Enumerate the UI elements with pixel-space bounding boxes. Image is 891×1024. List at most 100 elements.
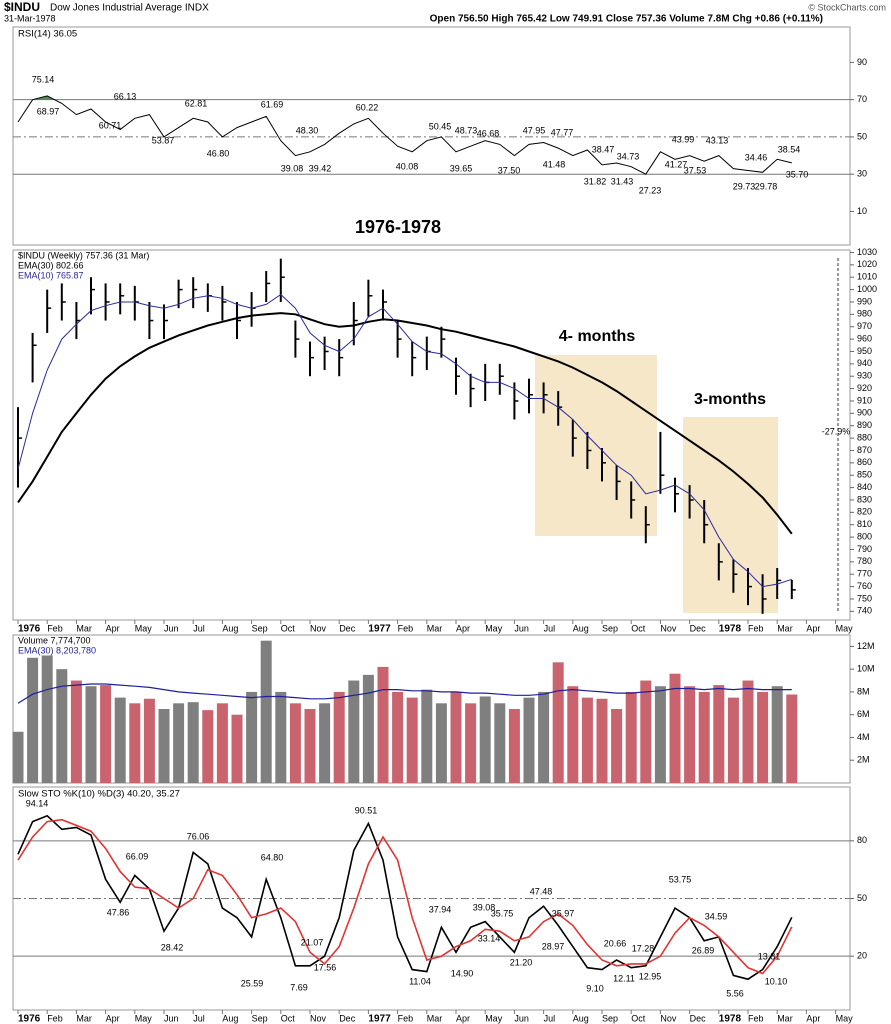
value-annotation: 34.59 [705,911,728,921]
x-tick-label: Mar [76,1013,92,1023]
x-tick-label: Dec [339,623,356,633]
y-tick-label: 80 [857,835,867,845]
volume-bar [538,691,550,783]
y-tick-label: 1010 [857,272,877,282]
y-tick-label: 8M [857,686,870,696]
volume-bar [611,709,623,783]
value-annotation: 47.77 [551,127,574,137]
value-annotation: 40.08 [396,161,419,171]
y-tick-label: 750 [857,593,872,603]
x-tick-label: May [836,1013,854,1023]
value-annotation: 47.86 [107,907,130,917]
panel-border [12,249,851,621]
value-annotation: 47.95 [523,125,546,135]
indicator-line [17,95,792,175]
value-annotation: 29.78 [755,181,778,191]
x-tick-label: Apr [106,1013,120,1023]
y-tick-label: 1000 [857,284,877,294]
panel-title: RSI(14) 36.05 [18,29,77,40]
x-tick-label: May [485,1013,503,1023]
value-annotation: 11.04 [409,976,431,986]
x-tick-label: Jun [164,1013,179,1023]
annotation: -27.9% [822,426,851,436]
value-annotation: 53.87 [152,135,175,145]
y-tick-label: 90 [857,57,867,67]
x-tick-label: Jul [193,1013,205,1023]
volume-bar [757,691,769,783]
volume-bar [41,655,53,783]
volume-bar [129,703,141,783]
x-tick-label: 1978 [719,1014,742,1024]
x-tick-label: 1978 [719,624,742,635]
value-annotation: 47.48 [530,886,553,896]
volume-bar [260,640,272,783]
value-annotation: 10.10 [765,976,788,986]
y-tick-label: 960 [857,333,872,343]
value-annotation: 60.22 [356,102,379,112]
y-tick-label: 830 [857,494,872,504]
x-tick-label: Dec [339,1013,356,1023]
volume-bar [479,696,491,783]
volume-bar [684,686,696,783]
value-annotation: 76.06 [187,831,210,841]
value-annotation: 48.73 [455,125,478,135]
y-tick-label: 6M [857,709,870,719]
x-tick-label: Feb [398,1013,414,1023]
volume-bar [275,691,287,783]
x-tick-label: Jun [164,623,179,633]
value-annotation: 21.07 [301,937,324,947]
y-tick-label: 800 [857,531,872,541]
y-tick-label: 20 [857,951,867,961]
value-annotation: 64.80 [261,852,284,862]
legend-entry: EMA(10) 765.87 [18,270,84,280]
volume-bar [362,674,374,783]
y-tick-label: 740 [857,606,872,616]
y-tick-label: 30 [857,169,867,179]
x-tick-label: Nov [310,1013,327,1023]
volume-bar [552,662,564,783]
volume-bar [377,666,389,783]
x-tick-label: Oct [281,623,296,633]
volume-bar [173,703,185,783]
y-tick-label: 10M [857,664,875,674]
y-tick-label: 790 [857,544,872,554]
x-tick-label: Feb [398,623,414,633]
volume-bar [435,703,447,783]
y-tick-label: 860 [857,457,872,467]
value-annotation: 39.65 [450,163,473,173]
volume-bar [421,689,433,783]
value-annotation: 28.97 [542,941,565,951]
x-tick-label: Nov [660,623,677,633]
ema-line [17,312,793,535]
x-tick-label: Apr [806,623,820,633]
volume-bar [114,697,126,783]
date: 31-Mar-1978 [4,13,56,23]
y-tick-label: 950 [857,346,872,356]
volume-bar [771,686,783,783]
value-annotation: 61.69 [261,99,284,109]
value-annotation: 50.45 [429,121,452,131]
volume-bar [465,703,477,783]
volume-bar [450,691,462,783]
y-tick-label: 1030 [857,247,877,257]
x-tick-label: Feb [47,623,63,633]
value-annotation: 35.97 [552,908,575,918]
volume-bar [12,731,24,783]
volume-bar [494,703,506,783]
highlight-box [535,355,657,536]
legend-entry: EMA(30) 802.66 [18,260,84,270]
y-tick-label: 920 [857,383,872,393]
y-tick-label: 970 [857,321,872,331]
x-tick-label: Oct [281,1013,296,1023]
value-annotation: 25.59 [241,978,264,988]
value-annotation: 12.11 [613,973,635,983]
x-tick-label: Feb [47,1013,63,1023]
x-tick-label: Apr [806,1013,820,1023]
value-annotation: 38.47 [592,144,615,154]
source: © StockCharts.com [808,2,886,12]
x-tick-label: Mar [76,623,92,633]
ema-line [17,293,792,588]
x-tick-label: Feb [748,623,764,633]
volume-bar [727,697,739,783]
